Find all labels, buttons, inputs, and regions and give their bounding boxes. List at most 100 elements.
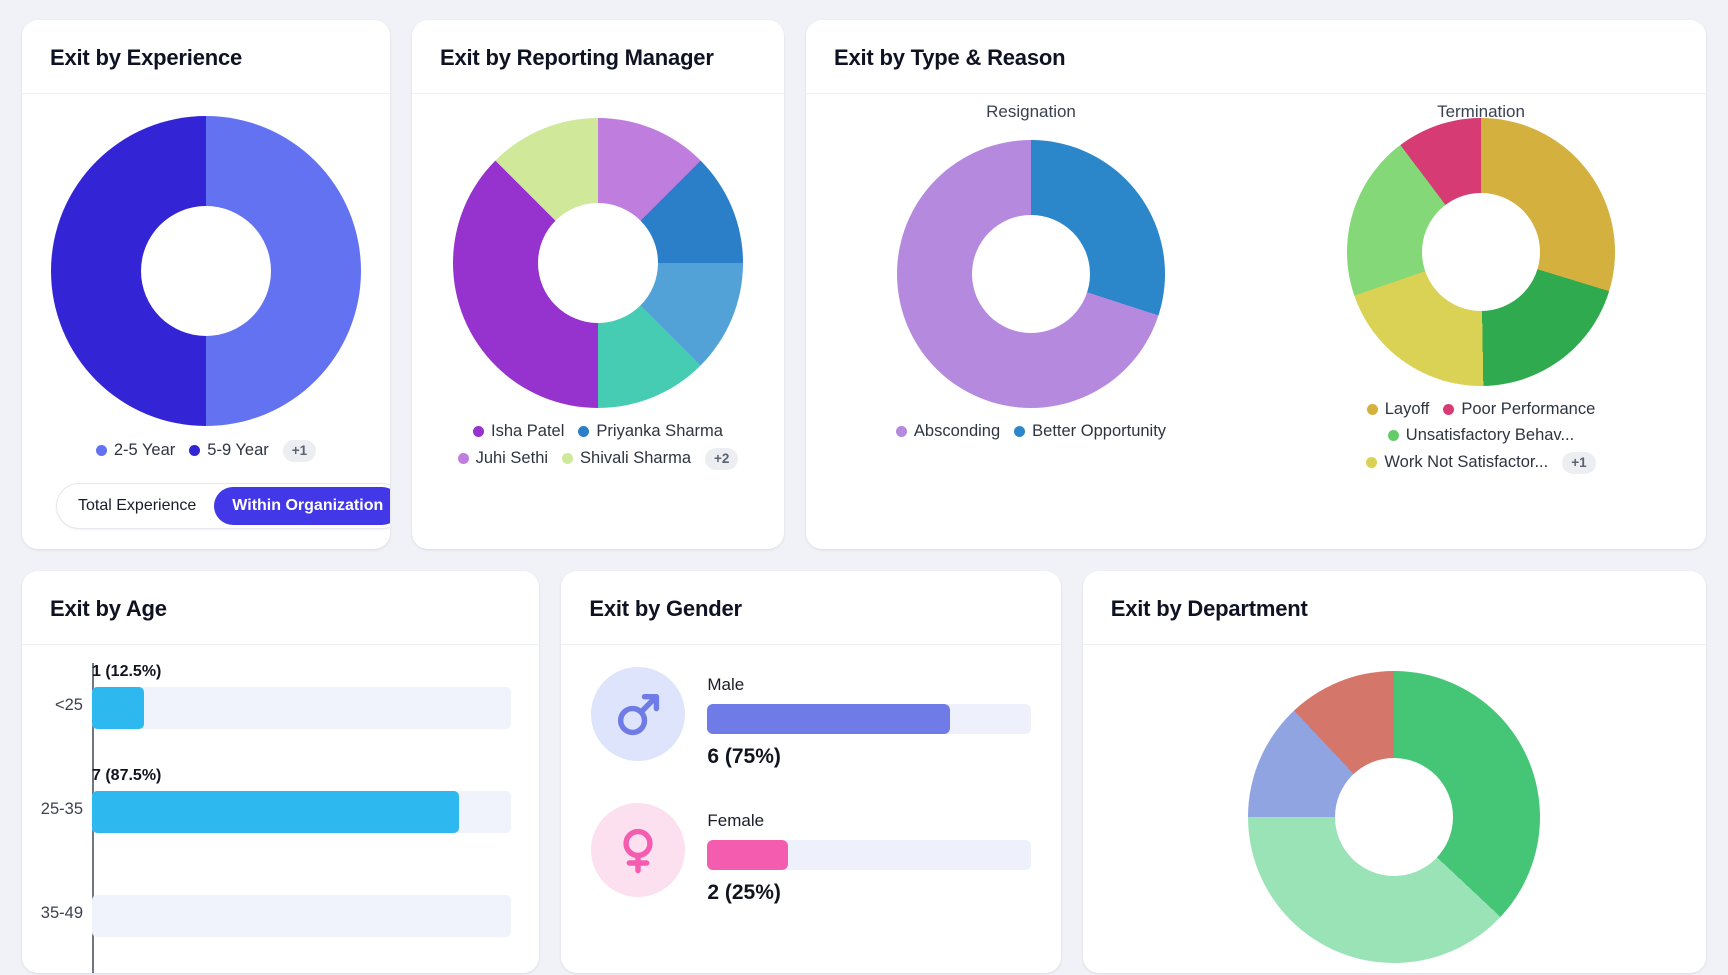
gender-label: Female: [707, 811, 765, 830]
legend-item[interactable]: Shivali Sharma: [562, 449, 691, 468]
legend-color-dot-icon: [1366, 457, 1378, 469]
legend-color-dot-icon: [1366, 404, 1378, 415]
bar-value-label: 7 (87.5%): [92, 767, 162, 784]
legend-more-badge[interactable]: +2: [705, 448, 739, 470]
legend-item[interactable]: Isha Patel: [473, 422, 564, 441]
age-bar-chart[interactable]: <25 1 (12.5%) 25-35 7 (87.5%) 35-49: [22, 645, 539, 973]
legend-item[interactable]: Unsatisfactory Behav...: [1387, 426, 1575, 445]
male-symbol-icon: [591, 667, 686, 761]
page-title: Exit by Department: [1110, 596, 1308, 621]
legend-item-label: Isha Patel: [491, 422, 565, 440]
page-title: Exit by Gender: [589, 596, 742, 621]
gender-value-label: 6 (75%): [707, 745, 781, 768]
legend-color-dot-icon: [578, 426, 590, 437]
legend-more-badge[interactable]: +1: [1562, 452, 1596, 474]
card-exit-by-reporting-manager: Exit by Reporting Manager Isha Patel Priy…: [412, 20, 784, 549]
page-title: Exit by Reporting Manager: [440, 45, 714, 70]
bar-track-wrapper: [92, 871, 512, 937]
manager-donut-chart[interactable]: [453, 118, 743, 408]
termination-donut-chart[interactable]: [1347, 118, 1615, 386]
legend-item[interactable]: Poor Performance: [1443, 400, 1595, 419]
bar-fill: [92, 791, 459, 833]
experience-legend: 2-5 Year 5-9 Year +1: [95, 440, 317, 462]
legend-color-dot-icon: [1387, 430, 1399, 441]
legend-item[interactable]: Layoff: [1366, 400, 1429, 419]
toggle-option-total-experience[interactable]: Total Experience: [78, 497, 197, 514]
legend-item[interactable]: Work Not Satisfactor...: [1366, 453, 1548, 472]
bar-row[interactable]: 35-49: [32, 871, 512, 937]
department-donut-chart[interactable]: [1248, 671, 1541, 963]
legend-item[interactable]: Absconding: [895, 422, 1001, 441]
page-title: Exit by Type & Reason: [834, 45, 1066, 70]
card-header: Exit by Experience: [22, 20, 390, 94]
gender-row-content: Female 2 (25%): [707, 803, 1031, 905]
card-header: Exit by Gender: [561, 571, 1061, 645]
experience-scope-toggle[interactable]: Total Experience Within Organization: [56, 483, 390, 529]
legend-item[interactable]: 5-9 Year: [189, 441, 269, 460]
card-body: [1083, 645, 1706, 973]
manager-legend: Isha Patel Priyanka Sharma Juhi Sethi Shiva…: [438, 422, 758, 470]
legend-color-dot-icon: [1443, 404, 1455, 415]
card-header: Exit by Age: [22, 571, 540, 645]
legend-item-label: Poor Performance: [1461, 400, 1596, 418]
bar-category-label: 25-35: [40, 800, 83, 818]
bar-track-wrapper: 7 (87.5%): [92, 767, 512, 833]
legend-more-badge[interactable]: +1: [282, 440, 317, 462]
legend-color-dot-icon: [895, 426, 907, 437]
card-body: Resignation Absconding Better Opportunity…: [806, 94, 1706, 549]
termination-subtitle: Termination: [1437, 102, 1525, 121]
legend-item[interactable]: 2-5 Year: [95, 441, 176, 460]
card-body: <25 1 (12.5%) 25-35 7 (87.5%) 35-49: [22, 645, 539, 973]
resignation-donut-chart[interactable]: [897, 140, 1165, 408]
legend-item-label: Better Opportunity: [1032, 422, 1167, 440]
legend-color-dot-icon: [562, 453, 574, 465]
card-body: 2-5 Year 5-9 Year +1 Total Experience With…: [22, 94, 390, 549]
bar-fill: [92, 687, 145, 729]
card-exit-by-experience: Exit by Experience 2-5 Year 5-9 Year +1 To…: [22, 20, 390, 549]
resignation-section: Resignation Absconding Better Opportunity: [806, 94, 1256, 549]
legend-item[interactable]: Priyanka Sharma: [578, 422, 723, 441]
bar-value-label: 1 (12.5%): [92, 663, 162, 680]
gender-row[interactable]: Female 2 (25%): [591, 803, 1031, 905]
donut-hole: [538, 203, 658, 323]
legend-item[interactable]: Juhi Sethi: [457, 449, 549, 468]
dashboard-row-top: Exit by Experience 2-5 Year 5-9 Year +1 To…: [22, 20, 1706, 549]
bar-track: [92, 895, 512, 937]
legend-color-dot-icon: [189, 445, 201, 457]
card-header: Exit by Reporting Manager: [412, 20, 784, 94]
gender-rows: Male 6 (75%) Female 2 (25%): [561, 645, 1060, 905]
legend-item-label: Absconding: [913, 422, 1001, 440]
resignation-subtitle: Resignation: [986, 102, 1076, 121]
bar-row[interactable]: <25 1 (12.5%): [32, 663, 512, 729]
card-header: Exit by Department: [1082, 571, 1706, 645]
experience-donut-chart[interactable]: [51, 116, 361, 426]
page-title: Exit by Experience: [50, 45, 243, 70]
termination-section: Termination Layoff Poor Performance Unsati…: [1256, 94, 1706, 549]
female-symbol-icon: [591, 803, 686, 897]
legend-color-dot-icon: [473, 426, 485, 437]
bar-row[interactable]: 25-35 7 (87.5%): [32, 767, 512, 833]
legend-item-label: Unsatisfactory Behav...: [1405, 426, 1575, 444]
gender-label: Male: [707, 675, 745, 694]
legend-item-label: Priyanka Sharma: [596, 422, 723, 440]
legend-item-label: Juhi Sethi: [475, 449, 549, 468]
resignation-legend: Absconding Better Opportunity: [895, 422, 1166, 441]
card-exit-by-gender: Exit by Gender Male 6 (75%) Female 2 (25%): [561, 571, 1061, 973]
toggle-option-within-organization[interactable]: Within Organization: [214, 487, 390, 525]
card-exit-by-type-and-reason: Exit by Type & Reason Resignation Abscon…: [806, 20, 1706, 549]
gender-row[interactable]: Male 6 (75%): [591, 667, 1031, 769]
gender-bar-track: [707, 704, 1031, 734]
legend-item[interactable]: Better Opportunity: [1014, 422, 1166, 441]
bar-track-wrapper: 1 (12.5%): [92, 663, 512, 729]
gender-row-content: Male 6 (75%): [707, 667, 1031, 769]
bar-value-label: [92, 871, 511, 891]
page-title: Exit by Age: [50, 596, 167, 621]
legend-color-dot-icon: [1014, 426, 1026, 437]
card-exit-by-age: Exit by Age <25 1 (12.5%) 25-35 7 (87.5%) 35…: [22, 571, 540, 973]
legend-item-label: 2-5 Year: [113, 441, 176, 460]
card-body: Male 6 (75%) Female 2 (25%): [561, 645, 1060, 973]
card-body: Isha Patel Priyanka Sharma Juhi Sethi Shiva…: [412, 94, 784, 549]
type-reason-split: Resignation Absconding Better Opportunity…: [806, 94, 1706, 549]
donut-hole: [141, 206, 271, 336]
